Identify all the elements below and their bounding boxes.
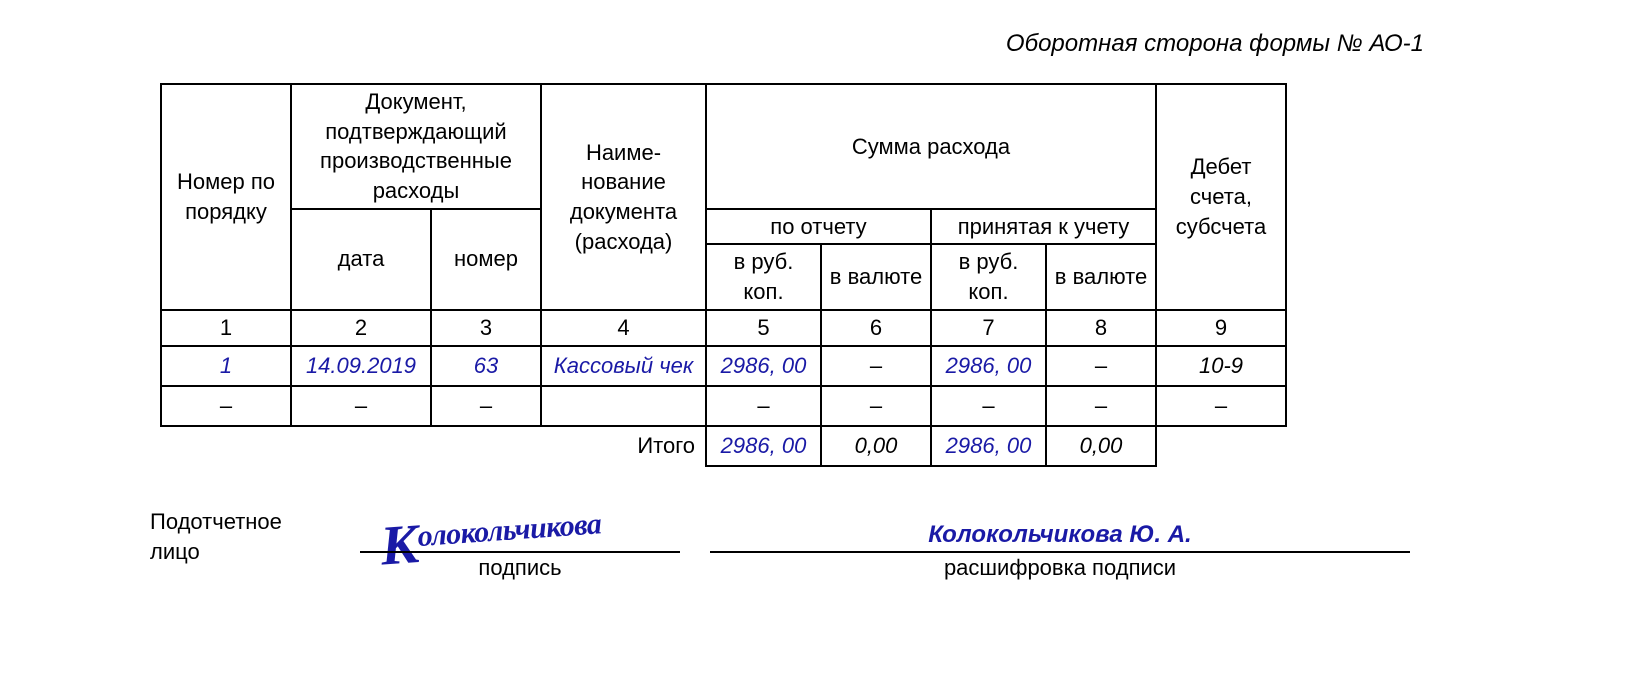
colnum-cell: 2	[291, 310, 431, 346]
th-sum-group: Сумма расхода	[706, 84, 1156, 209]
form-title: Оборотная сторона формы № АО-1	[40, 30, 1424, 58]
colnum-cell: 8	[1046, 310, 1156, 346]
cell-rep-val: –	[821, 386, 931, 426]
th-document-group: Документ, подтверждающий производственны…	[291, 84, 541, 209]
cell-num: –	[161, 386, 291, 426]
cell-docname	[541, 386, 706, 426]
totals-rep-rub: 2986, 00	[706, 426, 821, 466]
th-debit: Дебет счета, субсчета	[1156, 84, 1286, 310]
totals-acc-val: 0,00	[1046, 426, 1156, 466]
cell-docnum: –	[431, 386, 541, 426]
cell-docname: Кассовый чек	[541, 346, 706, 386]
signature-name: Колокольчикова Ю. А.	[710, 521, 1410, 549]
accountable-person-label: Подотчетноелицо	[150, 507, 282, 569]
th-docname: Наиме- нование документа (расхода)	[541, 84, 706, 310]
totals-debit-empty	[1156, 426, 1286, 466]
cell-docnum: 63	[431, 346, 541, 386]
cell-date: –	[291, 386, 431, 426]
th-date: дата	[291, 209, 431, 310]
colnum-cell: 1	[161, 310, 291, 346]
cell-acc-rub: 2986, 00	[931, 346, 1046, 386]
expense-table: Номер по порядку Документ, подтверждающи…	[160, 83, 1287, 467]
totals-rep-val: 0,00	[821, 426, 931, 466]
colnum-cell: 4	[541, 310, 706, 346]
th-number: номер	[431, 209, 541, 310]
th-acc-val: в валюте	[1046, 244, 1156, 309]
column-numbers-row: 1 2 3 4 5 6 7 8 9	[161, 310, 1286, 346]
table-row: – – – – – – – –	[161, 386, 1286, 426]
cell-rep-val: –	[821, 346, 931, 386]
th-acc-rub: в руб. коп.	[931, 244, 1046, 309]
colnum-cell: 9	[1156, 310, 1286, 346]
signature-block: Подотчетноелицо Колокольчикова подпись К…	[150, 507, 1604, 627]
colnum-cell: 5	[706, 310, 821, 346]
name-caption: расшифровка подписи	[710, 555, 1410, 581]
cell-acc-val: –	[1046, 346, 1156, 386]
cell-acc-rub: –	[931, 386, 1046, 426]
cell-date: 14.09.2019	[291, 346, 431, 386]
th-rep-rub: в руб. коп.	[706, 244, 821, 309]
signature-caption: подпись	[360, 555, 680, 581]
cell-rep-rub: 2986, 00	[706, 346, 821, 386]
th-report-group: по отчету	[706, 209, 931, 245]
signature-line	[360, 551, 680, 553]
th-rep-val: в валюте	[821, 244, 931, 309]
cell-debit: 10-9	[1156, 346, 1286, 386]
cell-rep-rub: –	[706, 386, 821, 426]
table-row: 1 14.09.2019 63 Кассовый чек 2986, 00 – …	[161, 346, 1286, 386]
totals-row: Итого 2986, 00 0,00 2986, 00 0,00	[161, 426, 1286, 466]
cell-debit: –	[1156, 386, 1286, 426]
cell-num: 1	[161, 346, 291, 386]
totals-label: Итого	[161, 426, 706, 466]
colnum-cell: 7	[931, 310, 1046, 346]
th-accepted-group: принятая к учету	[931, 209, 1156, 245]
cell-acc-val: –	[1046, 386, 1156, 426]
colnum-cell: 6	[821, 310, 931, 346]
totals-acc-rub: 2986, 00	[931, 426, 1046, 466]
colnum-cell: 3	[431, 310, 541, 346]
th-order-num: Номер по порядку	[161, 84, 291, 310]
name-line	[710, 551, 1410, 553]
